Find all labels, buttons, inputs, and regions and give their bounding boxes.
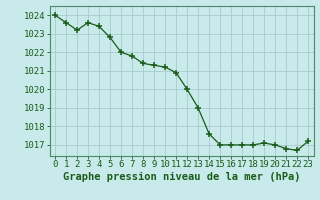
X-axis label: Graphe pression niveau de la mer (hPa): Graphe pression niveau de la mer (hPa) <box>63 172 300 182</box>
